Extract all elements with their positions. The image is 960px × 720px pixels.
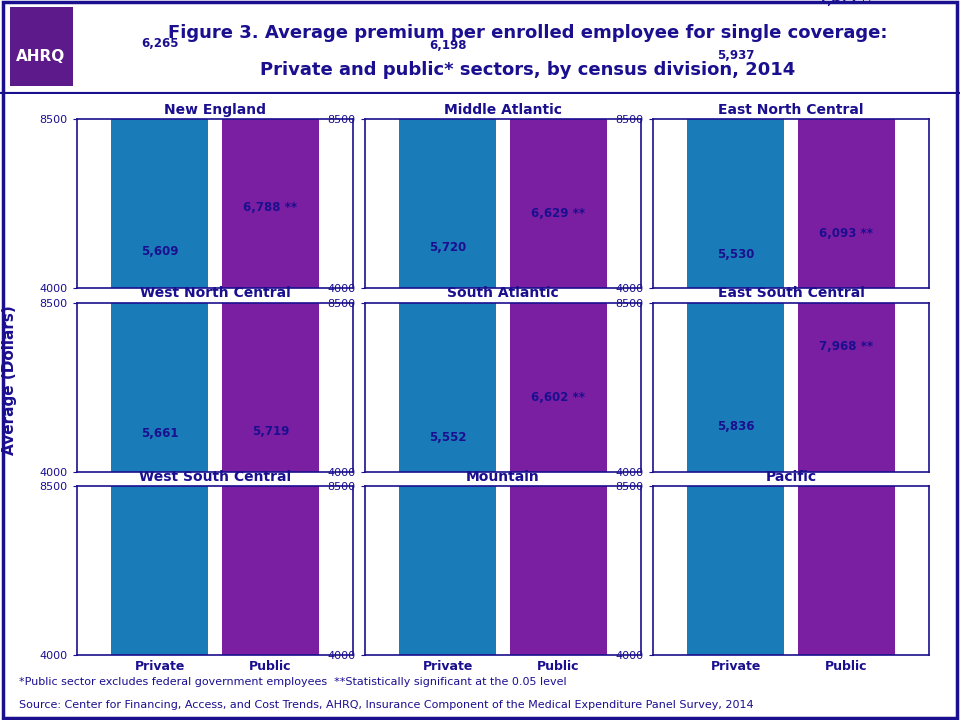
Bar: [510, 222, 607, 472]
Text: 5,720: 5,720: [429, 241, 467, 254]
Bar: [111, 443, 208, 655]
Text: AHRQ: AHRQ: [16, 49, 65, 64]
Bar: [687, 264, 784, 472]
Text: 7,413 **: 7,413 **: [820, 0, 874, 6]
Text: 6,198: 6,198: [429, 40, 467, 53]
Bar: [111, 261, 208, 472]
Bar: [798, 243, 895, 472]
Title: West South Central: West South Central: [139, 469, 291, 484]
Bar: [10, 7, 73, 86]
Text: 5,661: 5,661: [141, 427, 179, 440]
Bar: [399, 55, 496, 288]
Text: Source: Center for Financing, Access, and Cost Trends, AHRQ, Insurance Component: Source: Center for Financing, Access, an…: [19, 700, 754, 710]
Text: 6,265: 6,265: [141, 37, 179, 50]
Text: 6,629 **: 6,629 **: [531, 207, 586, 220]
FancyBboxPatch shape: [10, 7, 125, 86]
Text: *Public sector excludes federal government employees  **Statistically significan: *Public sector excludes federal governme…: [19, 677, 566, 687]
Bar: [222, 217, 319, 472]
Title: East North Central: East North Central: [718, 102, 864, 117]
Title: East South Central: East South Central: [718, 286, 864, 300]
Title: New England: New England: [164, 102, 266, 117]
Bar: [111, 53, 208, 288]
Text: 5,836: 5,836: [717, 420, 755, 433]
Title: Pacific: Pacific: [765, 469, 817, 484]
Bar: [222, 441, 319, 655]
Bar: [687, 436, 784, 655]
Text: Private and public* sectors, by census division, 2014: Private and public* sectors, by census d…: [260, 61, 796, 79]
Text: 6,093 **: 6,093 **: [819, 227, 874, 240]
Text: 5,530: 5,530: [717, 248, 755, 261]
Text: 5,937: 5,937: [717, 49, 755, 62]
Bar: [687, 65, 784, 288]
Text: Figure 3. Average premium per enrolled employee for single coverage:: Figure 3. Average premium per enrolled e…: [168, 24, 888, 42]
Bar: [798, 10, 895, 288]
Text: 5,609: 5,609: [141, 245, 179, 258]
Bar: [510, 408, 607, 655]
Bar: [399, 447, 496, 655]
Text: 6,602 **: 6,602 **: [531, 392, 586, 405]
Text: 6,788 **: 6,788 **: [243, 201, 298, 214]
Text: 7,968 **: 7,968 **: [819, 340, 874, 353]
Title: South Atlantic: South Atlantic: [447, 286, 559, 300]
Bar: [399, 257, 496, 472]
Text: 5,719: 5,719: [252, 425, 289, 438]
Text: 5,552: 5,552: [429, 431, 467, 444]
Title: West North Central: West North Central: [139, 286, 291, 300]
Bar: [222, 0, 319, 288]
Title: Middle Atlantic: Middle Atlantic: [444, 102, 562, 117]
Bar: [510, 1, 607, 288]
Title: Mountain: Mountain: [467, 469, 540, 484]
Bar: [798, 356, 895, 655]
Text: Average (Dollars): Average (Dollars): [2, 305, 17, 454]
